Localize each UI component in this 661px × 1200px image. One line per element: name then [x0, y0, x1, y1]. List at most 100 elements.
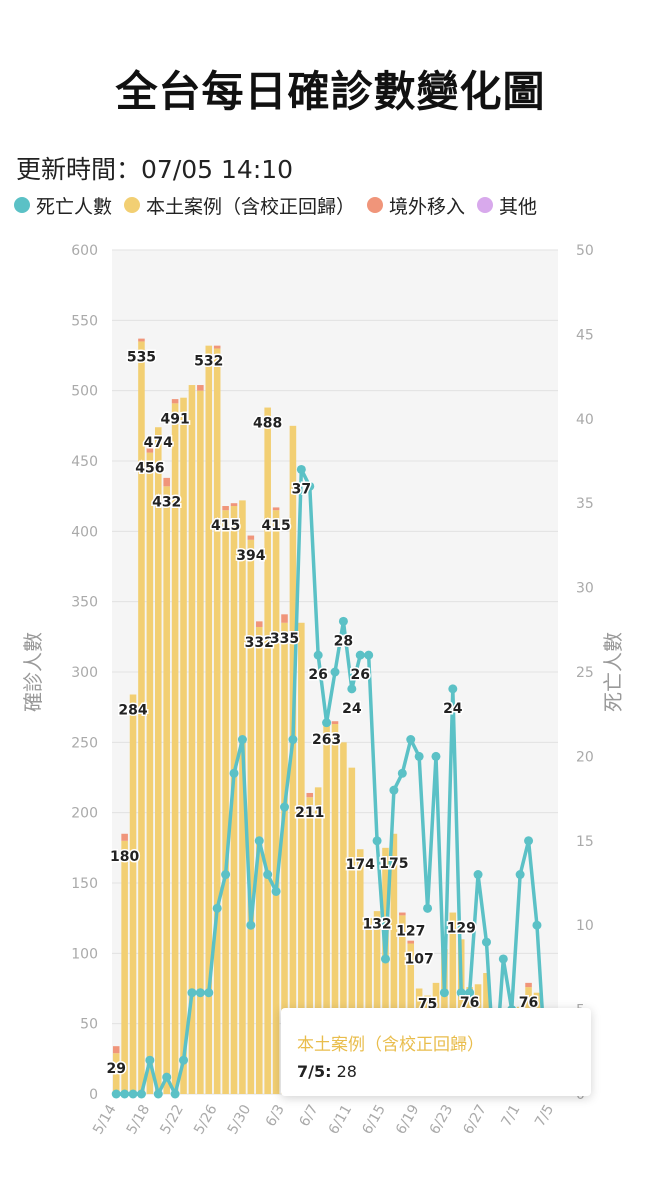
legend-item-other[interactable]: 其他	[477, 192, 537, 219]
death-point[interactable]	[305, 481, 315, 491]
bar-local[interactable]	[205, 345, 213, 1094]
bar-imported[interactable]	[306, 792, 314, 798]
death-point[interactable]	[128, 1089, 138, 1099]
death-point[interactable]	[456, 988, 466, 998]
death-point[interactable]	[136, 1089, 146, 1099]
death-point[interactable]	[364, 650, 374, 660]
bar-local[interactable]	[213, 348, 221, 1094]
bar-imported[interactable]	[230, 503, 238, 507]
bar-imported[interactable]	[222, 506, 229, 511]
death-point[interactable]	[322, 718, 332, 728]
death-point[interactable]	[204, 988, 214, 998]
bar-local[interactable]	[255, 626, 263, 1094]
bar-imported[interactable]	[112, 1046, 120, 1054]
bar-local[interactable]	[348, 767, 356, 1094]
bar-local[interactable]	[197, 390, 204, 1095]
death-point[interactable]	[355, 650, 365, 660]
death-point[interactable]	[229, 768, 239, 778]
bar-imported[interactable]	[247, 535, 255, 540]
death-point[interactable]	[271, 886, 281, 896]
bar-imported[interactable]	[272, 507, 280, 511]
bar-imported[interactable]	[331, 721, 339, 725]
bar-imported[interactable]	[525, 982, 532, 988]
death-point[interactable]	[481, 937, 491, 947]
bar-local[interactable]	[281, 622, 288, 1094]
bar-local[interactable]	[272, 510, 280, 1094]
bar-imported[interactable]	[281, 614, 288, 623]
death-point[interactable]	[246, 920, 256, 930]
death-point[interactable]	[170, 1089, 180, 1099]
bar-local[interactable]	[340, 742, 347, 1094]
death-point[interactable]	[431, 751, 441, 761]
death-point[interactable]	[423, 903, 433, 913]
death-point[interactable]	[120, 1089, 130, 1099]
bar-imported[interactable]	[213, 345, 221, 349]
death-point[interactable]	[145, 1055, 155, 1065]
bar-local[interactable]	[323, 724, 330, 1094]
death-point[interactable]	[439, 988, 449, 998]
bar-imported[interactable]	[163, 477, 170, 487]
bar-local[interactable]	[247, 539, 255, 1094]
death-point[interactable]	[153, 1089, 163, 1099]
death-point[interactable]	[389, 785, 399, 795]
death-point[interactable]	[254, 836, 264, 846]
death-point[interactable]	[515, 870, 525, 880]
bar-local[interactable]	[188, 385, 196, 1094]
bar-local[interactable]	[239, 500, 246, 1094]
death-point[interactable]	[532, 920, 542, 930]
death-point[interactable]	[237, 735, 247, 745]
death-point[interactable]	[296, 464, 306, 474]
legend-item-deaths[interactable]: 死亡人數	[14, 192, 112, 219]
bar-imported[interactable]	[171, 399, 179, 404]
death-point[interactable]	[221, 870, 231, 880]
bar-local[interactable]	[356, 849, 364, 1094]
bar-local[interactable]	[399, 915, 406, 1094]
bar-local[interactable]	[298, 622, 305, 1094]
bar-imported[interactable]	[121, 833, 128, 841]
bar-local[interactable]	[180, 397, 187, 1094]
legend-item-local-cases[interactable]: 本土案例（含校正回歸）	[124, 192, 355, 219]
death-point[interactable]	[473, 870, 483, 880]
bar-local[interactable]	[171, 403, 179, 1094]
death-point[interactable]	[330, 667, 340, 677]
bar-local[interactable]	[289, 425, 297, 1094]
death-point[interactable]	[187, 988, 197, 998]
death-point[interactable]	[263, 870, 273, 880]
bar-local[interactable]	[222, 510, 229, 1094]
bar-local[interactable]	[449, 912, 457, 1094]
death-point[interactable]	[179, 1055, 189, 1065]
death-point[interactable]	[338, 616, 348, 626]
death-point[interactable]	[347, 684, 357, 694]
bar-local[interactable]	[314, 787, 322, 1094]
bar-local[interactable]	[365, 918, 372, 1094]
death-point[interactable]	[280, 802, 290, 812]
legend-item-imported[interactable]: 境外移入	[367, 192, 465, 219]
death-point[interactable]	[212, 903, 222, 913]
bar-imported[interactable]	[407, 940, 415, 944]
bar-imported[interactable]	[146, 448, 154, 453]
bar-local[interactable]	[230, 506, 238, 1095]
bar-local[interactable]	[264, 407, 271, 1095]
death-point[interactable]	[414, 751, 424, 761]
bar-local[interactable]	[331, 724, 339, 1094]
bar-imported[interactable]	[138, 338, 145, 342]
bar-imported[interactable]	[399, 912, 406, 916]
bar-local[interactable]	[155, 427, 162, 1094]
death-point[interactable]	[162, 1072, 172, 1082]
bar-local[interactable]	[390, 833, 398, 1094]
death-point[interactable]	[288, 735, 298, 745]
death-point[interactable]	[406, 735, 416, 745]
bar-local[interactable]	[163, 486, 170, 1094]
death-point[interactable]	[380, 954, 390, 964]
death-point[interactable]	[195, 988, 205, 998]
bar-local[interactable]	[146, 452, 154, 1094]
death-point[interactable]	[313, 650, 323, 660]
death-point[interactable]	[465, 988, 475, 998]
bar-imported[interactable]	[255, 621, 263, 627]
death-point[interactable]	[498, 954, 508, 964]
death-point[interactable]	[397, 768, 407, 778]
bar-local[interactable]	[112, 1053, 120, 1094]
death-point[interactable]	[524, 836, 534, 846]
death-point[interactable]	[372, 836, 382, 846]
death-point[interactable]	[448, 684, 458, 694]
